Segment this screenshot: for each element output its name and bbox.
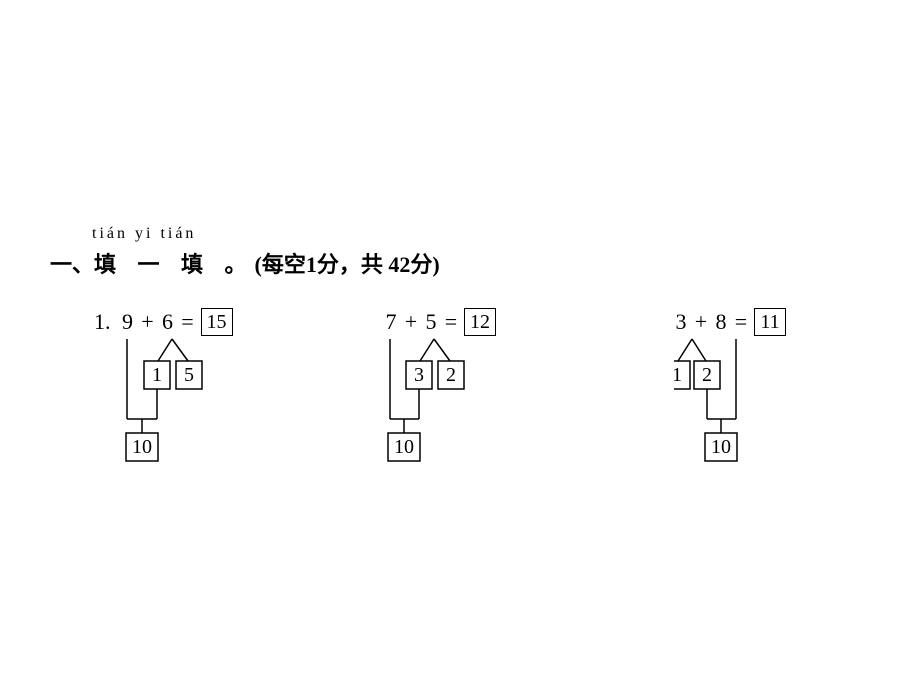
scoring-unit2: 分) bbox=[410, 252, 439, 277]
addend-b: 8 bbox=[714, 309, 728, 335]
answer-box: 15 bbox=[201, 308, 233, 336]
scoring-unit1: 分 bbox=[317, 252, 339, 277]
addend-a: 9 bbox=[121, 309, 135, 335]
svg-text:1: 1 bbox=[152, 364, 162, 386]
svg-text:2: 2 bbox=[702, 364, 712, 386]
problem-number: 1. bbox=[94, 309, 111, 335]
plus-op: + bbox=[137, 309, 159, 335]
scoring-total: 42 bbox=[388, 252, 410, 277]
scoring-comma: ，共 bbox=[339, 252, 389, 277]
svg-text:10: 10 bbox=[394, 436, 414, 458]
decomposition-diagram: 3 2 10 bbox=[384, 337, 564, 467]
addend-b: 5 bbox=[424, 309, 438, 335]
equals-op: = bbox=[177, 309, 199, 335]
equals-op: = bbox=[440, 309, 462, 335]
section-number: 一、 bbox=[50, 252, 94, 277]
equation-line: 7 + 5 = 12 bbox=[384, 307, 564, 337]
section-title: 填 一 填 。 bbox=[94, 252, 255, 277]
svg-text:10: 10 bbox=[711, 436, 731, 458]
decomposition-diagram: 1 2 10 bbox=[674, 337, 854, 467]
addend-a: 3 bbox=[674, 309, 688, 335]
equation-line: 3 + 8 = 11 bbox=[674, 307, 854, 337]
pinyin-annotation: tián yi tián bbox=[92, 225, 870, 243]
problems-row: 1. 9 + 6 = 15 1 5 bbox=[94, 307, 870, 467]
addend-a: 7 bbox=[384, 309, 398, 335]
svg-text:2: 2 bbox=[446, 364, 456, 386]
section-heading: 一、填 一 填 。(每空1分，共 42分) bbox=[50, 247, 870, 279]
addend-b: 6 bbox=[161, 309, 175, 335]
svg-text:5: 5 bbox=[184, 364, 194, 386]
equation-line: 1. 9 + 6 = 15 bbox=[94, 307, 274, 337]
problem-1: 1. 9 + 6 = 15 1 5 bbox=[94, 307, 274, 467]
decomposition-diagram: 1 5 10 bbox=[94, 337, 274, 467]
problem-3: 3 + 8 = 11 1 2 bbox=[674, 307, 854, 467]
plus-op: + bbox=[400, 309, 422, 335]
equals-op: = bbox=[730, 309, 752, 335]
scoring-open: (每空 bbox=[255, 252, 306, 277]
answer-box: 11 bbox=[754, 308, 786, 336]
scoring-per: 1 bbox=[306, 252, 317, 277]
svg-text:10: 10 bbox=[132, 436, 152, 458]
plus-op: + bbox=[690, 309, 712, 335]
svg-text:3: 3 bbox=[414, 364, 424, 386]
svg-text:1: 1 bbox=[674, 364, 682, 386]
answer-box: 12 bbox=[464, 308, 496, 336]
problem-2: 7 + 5 = 12 3 2 1 bbox=[384, 307, 564, 467]
content-region: tián yi tián 一、填 一 填 。(每空1分，共 42分) 1. 9 … bbox=[50, 225, 870, 467]
